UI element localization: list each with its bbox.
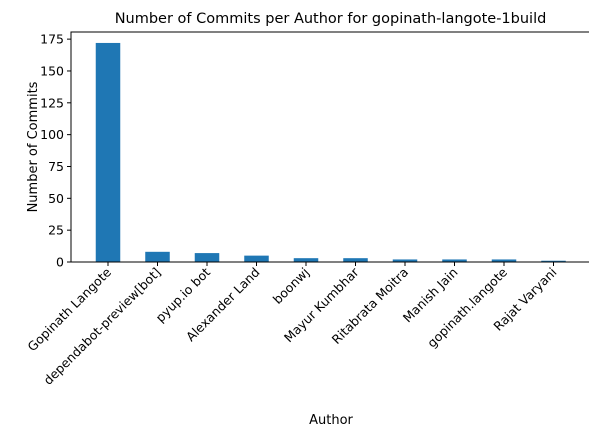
bar	[195, 253, 220, 262]
bar	[244, 256, 269, 262]
y-tick-label: 150	[40, 63, 64, 78]
plot-frame	[71, 32, 589, 262]
bar	[343, 258, 368, 262]
bar	[145, 252, 170, 262]
bars-group	[96, 43, 566, 262]
bar	[96, 43, 121, 262]
x-axis: Gopinath Langotedependabot-preview[bot]p…	[24, 262, 559, 388]
x-axis-label: Author	[309, 413, 353, 428]
y-tick-label: 50	[48, 191, 64, 206]
y-axis: 0 25 50 75 100 125 150 175	[40, 32, 71, 270]
y-tick-label: 100	[40, 127, 64, 142]
y-axis-label: Number of Commits	[26, 81, 41, 212]
y-tick-label: 75	[48, 159, 64, 174]
x-tick-label: boonwj	[270, 265, 312, 307]
y-tick-label: 125	[40, 95, 64, 110]
bar	[294, 258, 319, 262]
y-tick-label: 25	[48, 223, 64, 238]
y-tick-label: 175	[40, 32, 64, 47]
x-tick-label: Gopinath Langote	[24, 264, 114, 354]
y-tick-label: 0	[56, 255, 64, 270]
chart-title: Number of Commits per Author for gopinat…	[115, 11, 547, 27]
